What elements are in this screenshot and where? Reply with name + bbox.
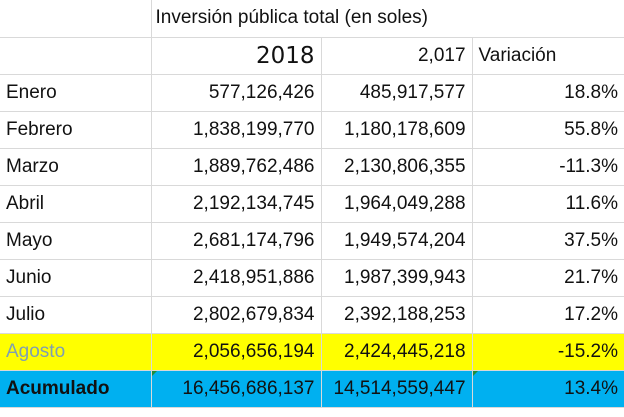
month-cell[interactable]: Enero: [0, 74, 152, 112]
table-row: Abril 2,192,134,745 1,964,049,288 11.6%: [0, 185, 624, 223]
month-cell[interactable]: Febrero: [0, 111, 152, 149]
header-2018[interactable]: 2018: [151, 37, 322, 75]
month-cell[interactable]: Marzo: [0, 148, 152, 186]
value-2018-cell[interactable]: 577,126,426: [151, 74, 322, 112]
table-row: Enero 577,126,426 485,917,577 18.8%: [0, 74, 624, 112]
total-2018-value: 16,456,686,137: [182, 377, 315, 399]
total-variation-cell[interactable]: 13.4%: [472, 370, 624, 408]
total-2018-cell[interactable]: 16,456,686,137: [151, 370, 322, 408]
table-row: Junio 2,418,951,886 1,987,399,943 21.7%: [0, 259, 624, 297]
total-2017-cell[interactable]: 14,514,559,447: [321, 370, 473, 408]
value-2018-cell[interactable]: 1,889,762,486: [151, 148, 322, 186]
cell-empty-a1[interactable]: [0, 0, 152, 38]
table-row-highlighted: Agosto 2,056,656,194 2,424,445,218 -15.2…: [0, 333, 624, 371]
table-row: Marzo 1,889,762,486 2,130,806,355 -11.3%: [0, 148, 624, 186]
month-cell[interactable]: Mayo: [0, 222, 152, 260]
total-variation-value: 13.4%: [564, 377, 619, 399]
value-2017-cell[interactable]: 1,949,574,204: [321, 222, 473, 260]
variation-cell[interactable]: 37.5%: [472, 222, 624, 260]
value-2018-cell[interactable]: 2,056,656,194: [151, 333, 322, 371]
variation-cell[interactable]: 17.2%: [472, 296, 624, 334]
table-row: Febrero 1,838,199,770 1,180,178,609 55.8…: [0, 111, 624, 149]
variation-cell[interactable]: 21.7%: [472, 259, 624, 297]
value-2018-cell[interactable]: 2,192,134,745: [151, 185, 322, 223]
variation-cell[interactable]: 11.6%: [472, 185, 624, 223]
header-row: 2018 2,017 Variación: [0, 37, 624, 75]
value-2018-cell[interactable]: 2,802,679,834: [151, 296, 322, 334]
month-cell[interactable]: Agosto: [0, 333, 152, 371]
value-2018-cell[interactable]: 2,681,174,796: [151, 222, 322, 260]
table-row: Mayo 2,681,174,796 1,949,574,204 37.5%: [0, 222, 624, 260]
comment-marker-icon: [151, 370, 157, 376]
table-row: Julio 2,802,679,834 2,392,188,253 17.2%: [0, 296, 624, 334]
value-2017-cell[interactable]: 485,917,577: [321, 74, 473, 112]
variation-cell[interactable]: -11.3%: [472, 148, 624, 186]
variation-cell[interactable]: 18.8%: [472, 74, 624, 112]
cell-empty-d1[interactable]: [472, 0, 624, 38]
value-2017-cell[interactable]: 1,987,399,943: [321, 259, 473, 297]
month-cell[interactable]: Abril: [0, 185, 152, 223]
title-row: Inversión pública total (en soles): [0, 0, 624, 38]
month-cell[interactable]: Junio: [0, 259, 152, 297]
investment-table: Inversión pública total (en soles) 2018 …: [0, 0, 624, 408]
value-2017-cell[interactable]: 2,130,806,355: [321, 148, 473, 186]
variation-cell[interactable]: -15.2%: [472, 333, 624, 371]
header-2017[interactable]: 2,017: [321, 37, 473, 75]
value-2017-cell[interactable]: 1,180,178,609: [321, 111, 473, 149]
table-title[interactable]: Inversión pública total (en soles): [151, 0, 473, 38]
value-2018-cell[interactable]: 1,838,199,770: [151, 111, 322, 149]
total-label-cell[interactable]: Acumulado: [0, 370, 152, 408]
header-month[interactable]: [0, 37, 152, 75]
variation-cell[interactable]: 55.8%: [472, 111, 624, 149]
total-row: Acumulado 16,456,686,137 14,514,559,447 …: [0, 370, 624, 408]
value-2017-cell[interactable]: 1,964,049,288: [321, 185, 473, 223]
value-2017-cell[interactable]: 2,424,445,218: [321, 333, 473, 371]
value-2018-cell[interactable]: 2,418,951,886: [151, 259, 322, 297]
header-variation[interactable]: Variación: [472, 37, 624, 75]
month-cell[interactable]: Julio: [0, 296, 152, 334]
value-2017-cell[interactable]: 2,392,188,253: [321, 296, 473, 334]
comment-marker-icon: [472, 370, 478, 376]
